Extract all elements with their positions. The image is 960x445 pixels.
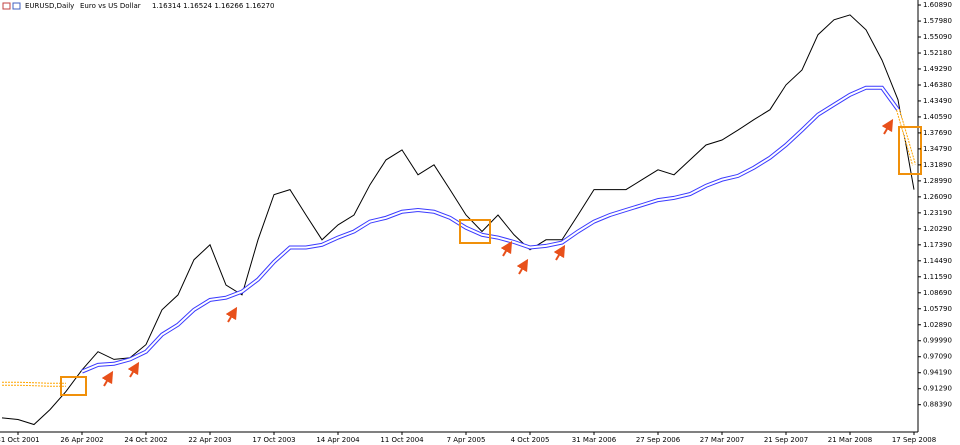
highlight-box	[459, 219, 491, 244]
y-tick-label: 1.02890	[923, 321, 952, 329]
x-tick-label: 24 Oct 2002	[124, 436, 167, 444]
header-icons	[2, 2, 21, 10]
y-tick-label: 1.31890	[923, 161, 952, 169]
ohlc-info: 1.16314 1.16524 1.16266 1.16270	[152, 2, 274, 10]
x-tick-label: 26 Apr 2002	[60, 436, 103, 444]
x-tick-label: 21 Sep 2007	[764, 436, 808, 444]
x-tick-label: 21 Mar 2008	[828, 436, 872, 444]
x-tick-label: 17 Oct 2003	[252, 436, 295, 444]
x-tick-label: 27 Mar 2007	[700, 436, 744, 444]
y-tick-label: 1.57980	[923, 17, 952, 25]
arrow	[553, 244, 566, 261]
y-tick-label: 1.26090	[923, 193, 952, 201]
icon	[2, 2, 11, 10]
y-tick-label: 1.52180	[923, 49, 952, 57]
ma-envelope-inner	[2, 109, 915, 386]
arrow	[225, 306, 238, 323]
y-tick-label: 0.97090	[923, 353, 952, 361]
x-tick-label: 7 Apr 2005	[447, 436, 486, 444]
y-tick-label: 1.20290	[923, 225, 952, 233]
arrows	[101, 118, 894, 387]
x-tick-label: 4 Oct 2005	[511, 436, 550, 444]
y-tick-label: 1.14490	[923, 257, 952, 265]
symbol-title: EURUSD,Daily	[25, 2, 74, 10]
price-line	[1, 14, 915, 426]
y-tick-label: 1.05790	[923, 305, 952, 313]
y-tick-label: 1.28990	[923, 177, 952, 185]
x-tick-label: 17 Sep 2008	[892, 436, 936, 444]
highlight-box	[60, 376, 87, 396]
y-tick-label: 1.55090	[923, 33, 952, 41]
y-tick-label: 0.91290	[923, 385, 952, 393]
x-tick-label: 31 Oct 2001	[0, 436, 40, 444]
y-tick-label: 1.17390	[923, 241, 952, 249]
arrow	[516, 258, 529, 275]
symbol-subtitle: Euro vs US Dollar	[80, 2, 141, 10]
y-tick-label: 0.99990	[923, 337, 952, 345]
y-tick-label: 1.34790	[923, 145, 952, 153]
y-tick-label: 1.49290	[923, 65, 952, 73]
arrow	[500, 240, 513, 257]
highlight-box	[898, 126, 922, 175]
x-tick-label: 27 Sep 2006	[636, 436, 681, 444]
arrow	[101, 370, 114, 387]
x-tick-label: 14 Apr 2004	[316, 436, 360, 444]
y-tick-label: 1.08690	[923, 289, 952, 297]
arrow	[127, 361, 140, 378]
y-tick-label: 1.23190	[923, 209, 952, 217]
y-tick-label: 1.43490	[923, 97, 952, 105]
y-tick-label: 0.94190	[923, 369, 952, 377]
y-tick-label: 1.40590	[923, 113, 952, 121]
arrow	[881, 118, 894, 135]
y-tick-label: 0.88390	[923, 401, 952, 409]
icon	[12, 2, 21, 10]
x-tick-label: 31 Mar 2006	[572, 436, 617, 444]
y-tick-label: 1.46380	[923, 81, 952, 89]
x-tick-label: 11 Oct 2004	[380, 436, 424, 444]
y-tick-label: 1.37690	[923, 129, 952, 137]
y-tick-label: 1.11590	[923, 273, 952, 281]
y-tick-label: 1.60890	[923, 1, 952, 9]
x-tick-label: 22 Apr 2003	[188, 436, 231, 444]
annotations	[60, 126, 922, 396]
